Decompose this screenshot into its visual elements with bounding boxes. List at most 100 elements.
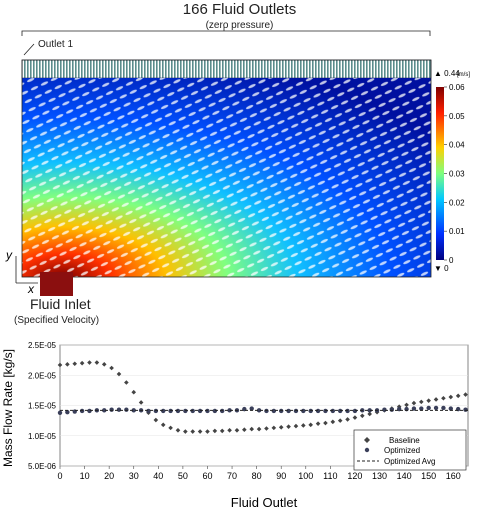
optimized-point: [249, 406, 254, 411]
baseline-point: [360, 413, 365, 419]
chart-x-ticks: 0 10 20 30 40 50 60 70 80 90 100 110 120 130 140 150 160: [57, 466, 461, 481]
colorbar-tick-label: 0.02: [449, 198, 465, 207]
outlet-1-label: Outlet 1: [38, 39, 74, 50]
baseline-point: [57, 362, 63, 368]
optimized-point: [337, 408, 343, 414]
chart-x-tick-label: 0: [57, 471, 62, 481]
colorbar-tick-label: 0.01: [449, 227, 465, 236]
baseline-point: [433, 397, 439, 402]
legend-baseline-label: Baseline: [389, 436, 420, 445]
optimized-point: [212, 408, 218, 414]
baseline-point: [205, 429, 210, 434]
baseline-point: [463, 392, 468, 397]
outlet-bracket: [21, 27, 431, 36]
chart-x-tick-label: 120: [347, 471, 362, 481]
optimized-point: [102, 408, 107, 413]
chart-x-tick-label: 150: [421, 471, 436, 481]
optimized-point: [330, 408, 336, 414]
baseline-point: [330, 419, 336, 425]
optimized-point: [426, 405, 431, 411]
baseline-point: [131, 389, 137, 395]
optimized-point: [308, 408, 313, 414]
colorbar-tick-label: 0.06: [449, 83, 465, 92]
optimized-point: [264, 408, 269, 414]
baseline-point: [249, 426, 255, 432]
baseline-point: [264, 426, 269, 431]
optimized-point: [220, 408, 225, 414]
colorbar-tick-label: 0.03: [449, 170, 465, 179]
baseline-point: [79, 360, 85, 366]
optimized-point: [286, 408, 291, 414]
pore-structure: [22, 78, 431, 277]
baseline-point: [227, 428, 232, 433]
baseline-point: [153, 417, 159, 423]
chart-x-tick-label: 90: [276, 471, 286, 481]
optimized-point: [79, 408, 85, 414]
chart-y-ticks: 2.5E-05 2.0E-05 1.5E-05 1.0E-05 5.0E-06: [28, 341, 57, 471]
chart-y-tick-label: 1.5E-05: [28, 402, 57, 411]
optimized-point: [293, 408, 299, 414]
optimized-point: [323, 408, 328, 414]
figure-title: 166 Fluid Outlets: [182, 1, 297, 18]
baseline-point: [212, 428, 218, 434]
baseline-point: [101, 362, 107, 367]
baseline-point: [190, 429, 196, 434]
optimized-point: [345, 408, 350, 414]
chart-x-tick-label: 130: [372, 471, 387, 481]
baseline-point: [441, 395, 446, 401]
baseline-point: [367, 411, 372, 417]
chart-x-tick-label: 30: [129, 471, 139, 481]
colorbar-max-marker: ▲ 0.44: [434, 69, 460, 78]
outlet-channels: [22, 60, 431, 78]
optimized-point: [205, 408, 210, 414]
baseline-point: [411, 400, 417, 406]
optimized-point: [146, 408, 151, 414]
baseline-point: [219, 428, 225, 434]
chart-x-tick-label: 70: [227, 471, 237, 481]
optimized-point: [109, 407, 114, 412]
optimized-point: [190, 408, 195, 414]
optimized-point: [175, 408, 181, 414]
baseline-point: [87, 360, 92, 365]
colorbar-tick-label: 0: [449, 256, 454, 265]
chart-x-tick-label: 50: [178, 471, 188, 481]
legend-box: [353, 429, 467, 471]
inlet-sublabel: (Specified Velocity): [14, 315, 100, 326]
optimized-point: [65, 409, 70, 415]
chart-x-tick-label: 80: [252, 471, 262, 481]
baseline-point: [116, 371, 122, 377]
optimized-point: [352, 408, 358, 414]
fluid-inlet-block: [40, 272, 73, 296]
baseline-point: [94, 360, 100, 365]
optimized-point: [197, 408, 203, 414]
baseline-point: [234, 428, 240, 433]
chart-x-axis-label: Fluid Outlet: [231, 495, 298, 510]
chart-x-tick-label: 40: [153, 471, 163, 481]
optimized-point: [419, 406, 424, 411]
baseline-point: [124, 380, 129, 385]
baseline-point: [175, 428, 181, 433]
chart-x-tick-label: 10: [80, 471, 90, 481]
legend-baseline-marker: [364, 437, 370, 443]
colorbar-ticks: 0.06 0.05 0.04 0.03 0.02 0.01 0: [444, 83, 465, 265]
chart-y-tick-label: 1.0E-05: [28, 432, 57, 441]
baseline-point: [337, 418, 343, 423]
colorbar-units: [m/s]: [457, 72, 470, 78]
chart-y-tick-label: 2.0E-05: [28, 371, 57, 380]
optimized-point: [301, 408, 306, 414]
baseline-point: [160, 422, 166, 428]
chart-x-tick-label: 100: [298, 471, 313, 481]
chart-series: [57, 360, 468, 434]
colorbar-min-marker: ▼ 0: [434, 264, 449, 273]
optimized-point: [183, 408, 188, 414]
chart-x-tick-label: 110: [323, 471, 337, 481]
baseline-point: [323, 420, 328, 426]
baseline-point: [271, 425, 277, 431]
optimized-point: [279, 408, 284, 414]
legend-avg-label: Optimized Avg: [384, 457, 435, 466]
optimized-point: [389, 407, 395, 412]
optimized-point: [411, 406, 417, 411]
optimized-point: [131, 408, 136, 413]
axis-y-symbol: y: [5, 248, 13, 262]
